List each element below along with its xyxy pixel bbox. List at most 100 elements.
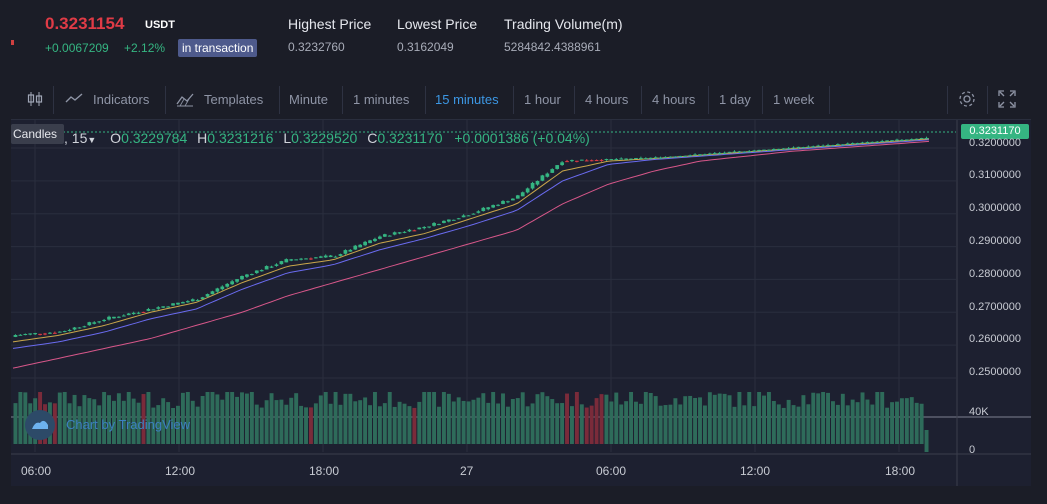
volume-bar: [200, 395, 205, 444]
toolbar-divider: [829, 86, 830, 114]
volume-bar: [397, 401, 402, 444]
candle: [72, 327, 77, 330]
candle: [437, 224, 441, 226]
interval-1-hour[interactable]: 1 hour: [524, 92, 561, 107]
volume-bar: [624, 401, 629, 444]
volume-bar: [136, 402, 141, 444]
price-unit: USDT: [145, 19, 175, 31]
volume-bar: [338, 404, 343, 444]
lowest-price-label: Lowest Price: [397, 16, 478, 32]
candle: [609, 159, 614, 161]
candle: [703, 154, 707, 156]
interval-1-minutes[interactable]: 1 minutes: [353, 92, 410, 107]
volume-bar: [353, 401, 358, 444]
volume-bar: [92, 399, 97, 444]
ma-fast-line: [12, 138, 930, 343]
toolbar-divider: [53, 86, 54, 114]
watermark-link[interactable]: Chart by TradingView: [66, 417, 191, 432]
price-chart[interactable]: [11, 120, 1031, 486]
volume-bar: [589, 405, 594, 444]
volume-bar: [294, 393, 299, 444]
y-axis-tick: 0.3000000: [969, 202, 1021, 214]
candle: [215, 288, 220, 292]
volume-axis-tick: 0: [969, 444, 976, 456]
candle: [653, 157, 658, 159]
x-axis-tick: 12:00: [165, 464, 196, 478]
indicators-button[interactable]: Indicators: [93, 92, 150, 107]
candle: [382, 234, 387, 237]
candle: [348, 249, 353, 252]
legend-change: +0.0001386 (+0.04%): [454, 130, 590, 146]
volume-bar: [318, 395, 323, 444]
volume-bar: [289, 397, 294, 444]
candle: [52, 332, 57, 334]
candle: [865, 141, 870, 143]
chevron-down-icon[interactable]: ▼: [87, 135, 97, 145]
volume-bar: [432, 392, 437, 444]
volume-bar: [348, 393, 353, 444]
candle: [747, 151, 752, 153]
volume-value: 5284842.4388961: [504, 40, 601, 54]
candle: [131, 312, 136, 315]
templates-button[interactable]: Templates: [204, 92, 264, 107]
y-axis-tick: 0.3200000: [969, 137, 1021, 149]
volume-bar: [885, 407, 890, 444]
volume-bar: [904, 398, 909, 444]
candle: [48, 332, 52, 334]
legend-interval[interactable]: , 15: [64, 130, 88, 146]
candle: [146, 309, 151, 311]
volume-bar: [437, 406, 441, 444]
volume-bar: [712, 394, 717, 444]
volume-bar: [259, 407, 264, 444]
interval-1-day[interactable]: 1 day: [719, 92, 751, 107]
open-key: O: [110, 130, 122, 146]
volume-bar: [57, 392, 62, 444]
indicators-icon[interactable]: [64, 89, 84, 109]
toolbar-divider: [425, 86, 426, 114]
templates-icon[interactable]: [175, 89, 195, 109]
candle: [673, 156, 678, 158]
candle: [18, 334, 23, 336]
interval-minute[interactable]: Minute: [289, 92, 329, 107]
candles-icon[interactable]: [25, 89, 45, 109]
tradingview-logo-icon[interactable]: [25, 410, 55, 440]
candle: [432, 223, 436, 226]
candle: [895, 139, 899, 141]
volume-bar: [176, 405, 180, 444]
volume-bar: [880, 392, 885, 444]
candle: [648, 157, 653, 159]
volume-bar: [850, 399, 855, 444]
volume-bar: [515, 398, 520, 444]
volume-axis-tick: 40K: [969, 406, 989, 418]
toolbar-divider: [342, 86, 343, 114]
candle: [816, 145, 821, 147]
candle: [762, 149, 766, 151]
candle: [757, 149, 761, 151]
indicator-mark: [11, 40, 14, 45]
interval-4-hours[interactable]: 4 hours: [585, 92, 629, 107]
price-change-pct: +2.12%: [124, 41, 166, 55]
candle: [742, 151, 747, 153]
candle: [38, 333, 42, 335]
candle: [786, 148, 791, 150]
candle: [373, 238, 377, 241]
gear-icon[interactable]: [957, 89, 977, 109]
interval-1-week[interactable]: 1 week: [773, 92, 815, 107]
volume-bar: [722, 393, 727, 444]
volume-bar: [796, 406, 801, 444]
volume-bar: [392, 406, 397, 444]
volume-bar: [505, 406, 510, 444]
interval-4-hours-2[interactable]: 4 hours: [652, 92, 696, 107]
fullscreen-icon[interactable]: [997, 89, 1017, 109]
candle: [210, 291, 215, 295]
volume-bar: [427, 392, 432, 444]
candle: [323, 255, 328, 258]
interval-15-minutes[interactable]: 15 minutes: [435, 92, 499, 107]
volume-bar: [368, 405, 373, 444]
volume-bar: [161, 398, 166, 444]
volume-bar: [634, 401, 638, 444]
volume-bar: [540, 392, 545, 444]
candle: [156, 307, 161, 309]
candle: [579, 159, 584, 161]
